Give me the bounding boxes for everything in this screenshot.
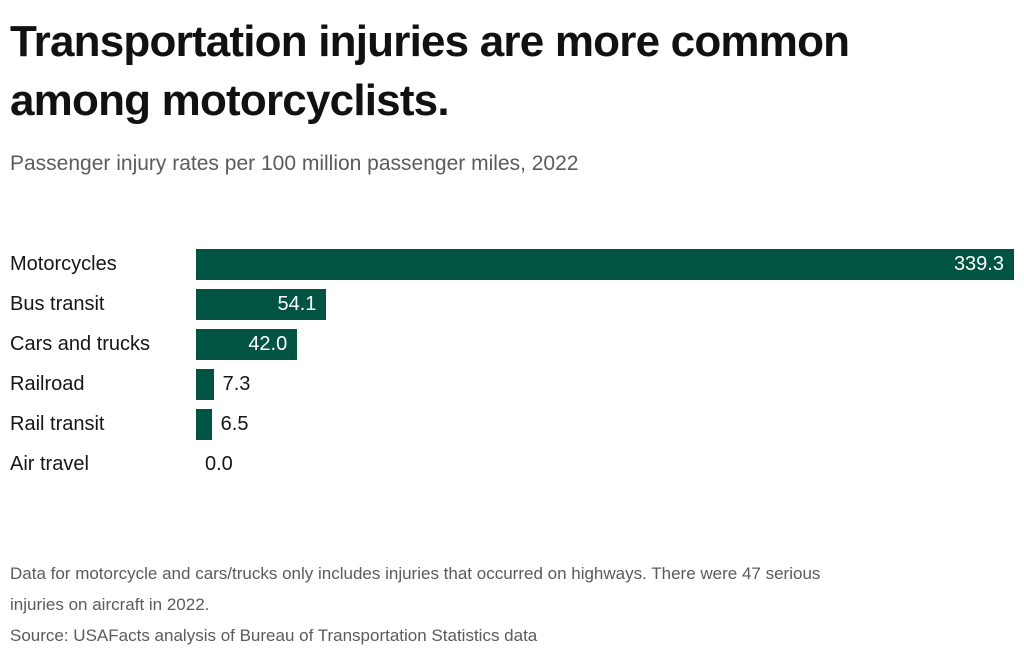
chart-row-cars-and-trucks: Cars and trucks 42.0 [10,324,1014,364]
chart-row-railroad: Railroad 7.3 [10,364,1014,404]
bar-area: 42.0 [196,328,1014,360]
chart-subtitle: Passenger injury rates per 100 million p… [10,152,579,175]
bar-value-label: 7.3 [222,372,251,395]
bar-value-label: 339.3 [953,252,1004,275]
chart-row-bus-transit: Bus transit 54.1 [10,284,1014,324]
bar-cars-and-trucks: 42.0 [196,328,298,360]
bar-value-label: 6.5 [220,412,249,435]
chart-title-line-2: among motorcyclists. [10,76,450,125]
bar-area: 0.0 [196,449,1014,480]
bar-area: 7.3 [196,368,1014,400]
chart-row-air-travel: Air travel 0.0 [10,444,1014,484]
category-label: Railroad [10,372,85,395]
footnote-line-2: injuries on aircraft in 2022. [10,595,210,614]
bar-railroad [196,368,214,400]
category-label: Motorcycles [10,252,117,275]
source-line: Source: USAFacts analysis of Bureau of T… [10,626,538,645]
bar-value-label: 54.1 [277,292,317,315]
category-label: Rail transit [10,412,105,435]
bar-value-label: 0.0 [205,452,233,475]
chart-footer: Data for motorcycle and cars/trucks only… [10,558,1014,651]
bar-area: 54.1 [196,288,1014,320]
footnote-line-1: Data for motorcycle and cars/trucks only… [10,564,821,583]
bar-chart: Motorcycles 339.3 Bus transit 54.1 Cars … [10,244,1014,484]
bar-bus-transit: 54.1 [196,288,327,320]
category-label: Cars and trucks [10,332,151,355]
category-label: Air travel [10,452,89,475]
chart-title: Transportation injuries are more common … [10,0,1014,130]
bar-rail-transit [196,408,212,440]
bar-value-label: 42.0 [248,332,288,355]
bar-area: 339.3 [196,248,1014,280]
chart-row-motorcycles: Motorcycles 339.3 [10,244,1014,284]
bar-motorcycles: 339.3 [196,248,1014,280]
category-label: Bus transit [10,292,105,315]
chart-row-rail-transit: Rail transit 6.5 [10,404,1014,444]
chart-title-line-1: Transportation injuries are more common [10,17,850,66]
bar-area: 6.5 [196,408,1014,440]
